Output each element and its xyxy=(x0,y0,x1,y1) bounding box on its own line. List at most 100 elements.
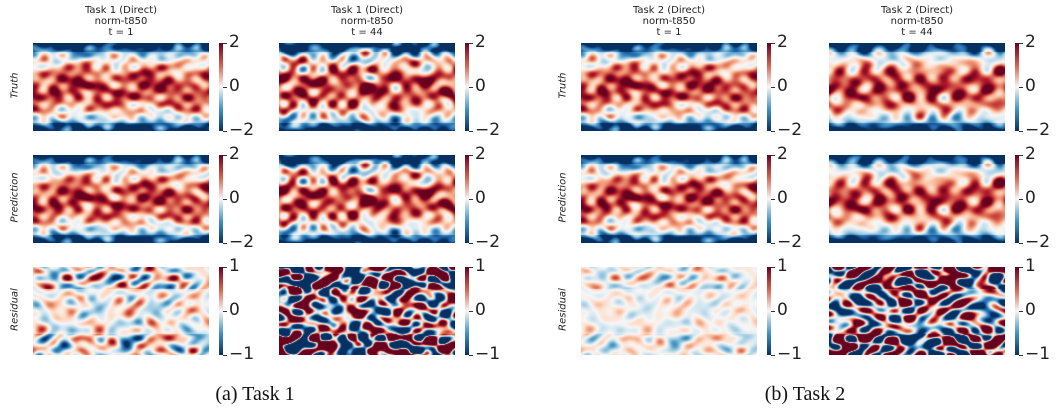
truth-map xyxy=(581,43,757,131)
colorbar-tick-label: 2 xyxy=(229,32,240,52)
colorbar-tick-label: 0 xyxy=(777,76,788,96)
colorbar-tick-label: 0 xyxy=(229,76,240,96)
row-label-residual: Residual xyxy=(9,288,21,331)
colorbar-tick-mark xyxy=(771,199,775,200)
colorbar-tick-mark xyxy=(771,43,775,44)
colorbar xyxy=(465,155,469,243)
colorbar xyxy=(767,267,771,355)
colorbar-tick-mark xyxy=(223,155,227,156)
colorbar-tick-label: −1 xyxy=(777,344,803,364)
colorbar-tick-mark xyxy=(771,155,775,156)
colorbar-tick-mark xyxy=(469,155,473,156)
prediction-map xyxy=(33,155,209,243)
colorbar-tick-mark xyxy=(1019,267,1023,268)
colorbar-tick-label: 0 xyxy=(777,300,788,320)
subfigure-caption: (b) Task 2 xyxy=(764,383,846,405)
colorbar-tick-label: 1 xyxy=(229,256,240,276)
prediction-map xyxy=(829,155,1005,243)
panel-title: Task 2 (Direct) norm-t850 t = 44 xyxy=(827,5,1007,38)
colorbar-tick-mark xyxy=(1019,43,1023,44)
row-label-residual: Residual xyxy=(557,288,569,331)
panel-title-line: norm-t850 xyxy=(642,16,696,27)
colorbar-tick-mark xyxy=(1019,355,1023,356)
colorbar-tick-label: 2 xyxy=(229,144,240,164)
prediction-map xyxy=(279,155,455,243)
colorbar-tick-mark xyxy=(223,311,227,312)
colorbar-tick-label: 0 xyxy=(1025,188,1036,208)
colorbar-tick-label: 2 xyxy=(1025,144,1036,164)
colorbar-tick-mark xyxy=(771,87,775,88)
colorbar-tick-label: 2 xyxy=(475,32,486,52)
colorbar-tick-label: −1 xyxy=(1025,344,1051,364)
colorbar-tick-label: 0 xyxy=(475,188,486,208)
colorbar-tick-mark xyxy=(469,355,473,356)
colorbar-tick-mark xyxy=(469,87,473,88)
colorbar-tick-label: 0 xyxy=(777,188,788,208)
colorbar-tick-mark xyxy=(1019,87,1023,88)
colorbar xyxy=(1015,155,1019,243)
prediction-map xyxy=(581,155,757,243)
colorbar-tick-label: −2 xyxy=(229,120,255,140)
colorbar-tick-label: −2 xyxy=(475,232,501,252)
colorbar-tick-label: 0 xyxy=(229,300,240,320)
colorbar-tick-mark xyxy=(223,131,227,132)
panel-title-line: Task 1 (Direct) xyxy=(84,5,158,16)
colorbar-tick-label: −2 xyxy=(229,232,255,252)
colorbar-tick-mark xyxy=(469,131,473,132)
panel-title-line: Task 1 (Direct) xyxy=(330,5,404,16)
residual-map xyxy=(279,267,455,355)
colorbar-tick-mark xyxy=(469,43,473,44)
colorbar-tick-mark xyxy=(469,311,473,312)
colorbar xyxy=(465,43,469,131)
colorbar-tick-mark xyxy=(1019,155,1023,156)
truth-map xyxy=(829,43,1005,131)
residual-map xyxy=(581,267,757,355)
row-label-prediction: Prediction xyxy=(9,172,21,223)
colorbar-tick-mark xyxy=(223,355,227,356)
truth-map xyxy=(279,43,455,131)
colorbar-tick-label: −1 xyxy=(229,344,255,364)
panel-title-line: t = 1 xyxy=(108,27,134,38)
panel-title-line: Task 2 (Direct) xyxy=(880,5,954,16)
colorbar-tick-mark xyxy=(771,243,775,244)
colorbar-tick-label: 1 xyxy=(1025,256,1036,276)
colorbar-tick-label: 2 xyxy=(1025,32,1036,52)
colorbar-tick-mark xyxy=(771,131,775,132)
subfigure-caption: (a) Task 1 xyxy=(215,383,295,405)
colorbar-tick-label: 0 xyxy=(1025,300,1036,320)
residual-map xyxy=(33,267,209,355)
panel-title-line: norm-t850 xyxy=(340,16,394,27)
colorbar-tick-label: 2 xyxy=(777,32,788,52)
colorbar-tick-label: −2 xyxy=(1025,120,1051,140)
colorbar-tick-label: 2 xyxy=(777,144,788,164)
colorbar-tick-mark xyxy=(469,243,473,244)
colorbar-tick-label: −2 xyxy=(1025,232,1051,252)
colorbar-tick-mark xyxy=(223,243,227,244)
colorbar-tick-label: −1 xyxy=(475,344,501,364)
colorbar-tick-mark xyxy=(1019,311,1023,312)
colorbar-tick-mark xyxy=(223,199,227,200)
colorbar-tick-mark xyxy=(469,199,473,200)
colorbar-tick-mark xyxy=(1019,131,1023,132)
colorbar-tick-label: 1 xyxy=(475,256,486,276)
panel-title: Task 1 (Direct) norm-t850 t = 1 xyxy=(31,5,211,38)
colorbar-tick-label: −2 xyxy=(777,232,803,252)
colorbar-tick-label: −2 xyxy=(777,120,803,140)
panel-title-line: t = 44 xyxy=(901,27,933,38)
colorbar-tick-label: 0 xyxy=(475,76,486,96)
truth-map xyxy=(33,43,209,131)
colorbar xyxy=(767,43,771,131)
colorbar xyxy=(1015,267,1019,355)
row-label-truth: Truth xyxy=(557,72,569,99)
colorbar-tick-mark xyxy=(223,43,227,44)
colorbar-tick-label: 0 xyxy=(229,188,240,208)
row-label-prediction: Prediction xyxy=(557,172,569,223)
colorbar-tick-mark xyxy=(223,87,227,88)
colorbar xyxy=(219,267,223,355)
colorbar-tick-mark xyxy=(1019,199,1023,200)
colorbar-tick-mark xyxy=(771,355,775,356)
colorbar-tick-label: 2 xyxy=(475,144,486,164)
colorbar xyxy=(767,155,771,243)
colorbar-tick-mark xyxy=(1019,243,1023,244)
colorbar-tick-mark xyxy=(771,267,775,268)
